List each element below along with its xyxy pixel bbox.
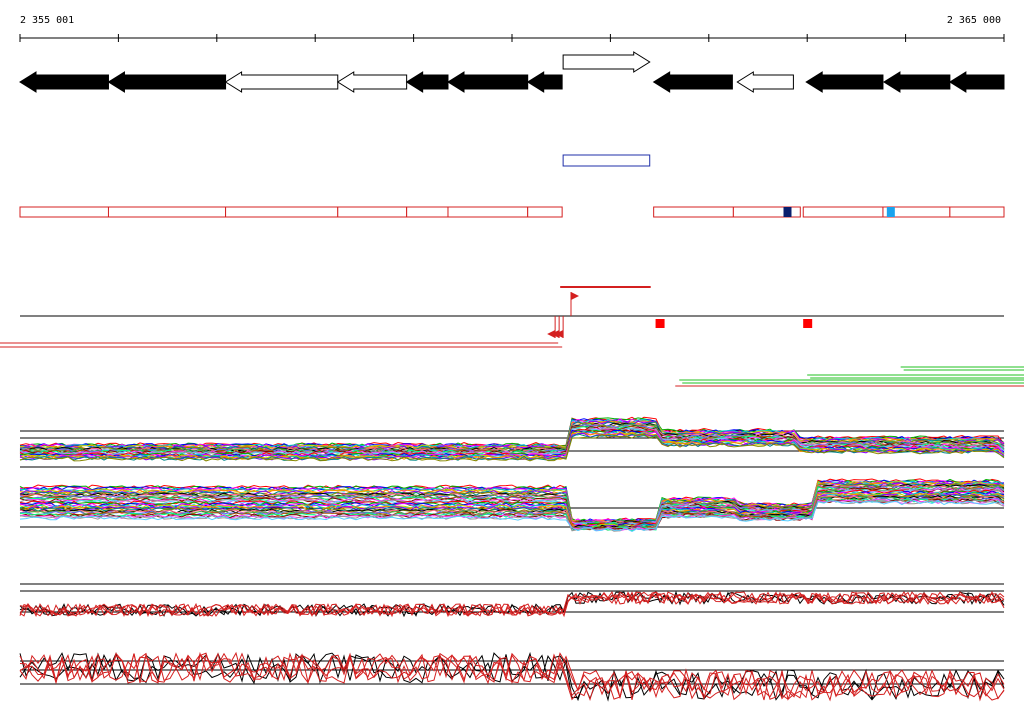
gene-arrow-qcrB — [882, 71, 951, 93]
expression-series-line — [19, 495, 1005, 530]
expression-series-line — [19, 484, 1005, 526]
expression-series-line — [19, 433, 1005, 462]
gene-arrow-ypjD — [526, 71, 563, 93]
feature-d-marker — [655, 319, 665, 328]
signal-series-line — [19, 651, 1005, 701]
signal-series-line — [19, 652, 1005, 702]
ruler-end-label: 2 365 000 — [947, 15, 1001, 26]
operon-plus-box-ypjC — [562, 154, 651, 167]
expression-series-line — [19, 433, 1005, 461]
operon-marker — [886, 207, 895, 217]
gene-arrow-mgsA — [405, 71, 449, 93]
expression-series-line — [19, 490, 1005, 528]
operon-minus-box-cca — [107, 206, 227, 218]
operon-marker — [783, 207, 792, 217]
operon-minus-box-ypjA — [732, 206, 801, 218]
operon-minus-box-ypjD — [527, 206, 563, 218]
gene-arrow-dapB — [447, 71, 529, 93]
expression-series-line — [19, 487, 1005, 527]
expression-series-line — [19, 500, 1005, 532]
signal-series-line — [19, 590, 1005, 618]
signal-series-line — [19, 591, 1005, 618]
operon-minus-box-qcrC — [802, 206, 884, 218]
gene-arrow-qcrC — [805, 71, 884, 93]
gene-arrow-ypjB — [652, 71, 733, 93]
feature-d-marker — [803, 319, 813, 328]
operon-minus-box-qcrA — [949, 206, 1005, 218]
signal-track-plus — [19, 583, 1005, 618]
gene-arrow-birA — [19, 71, 109, 93]
signal-track-minus — [19, 651, 1005, 702]
expression-series-line — [19, 498, 1005, 531]
operon-minus-track — [19, 206, 1005, 218]
expression-track-multi-bottom — [19, 466, 1005, 532]
gene-arrow-cca — [107, 71, 227, 93]
operon-minus-box-ypjB — [653, 206, 734, 218]
signal-series-line — [19, 651, 1005, 701]
feature-plus-flag — [570, 292, 579, 300]
gene-track — [19, 51, 1005, 93]
gene-arrow-qcrA — [948, 71, 1005, 93]
operon-minus-box-birA — [19, 206, 109, 218]
signal-series-line — [19, 590, 1005, 618]
coordinate-ruler: 2 355 001 2 365 000 — [19, 15, 1005, 42]
operon-plus-track — [562, 154, 651, 167]
signal-series-line — [19, 590, 1005, 618]
signal-series-line — [19, 652, 1005, 702]
gene-arrow-ypjC — [562, 51, 651, 73]
ruler-ticks — [19, 34, 1005, 42]
operon-minus-box-ypjG — [337, 206, 408, 218]
ruler-start-label: 2 355 001 — [20, 15, 74, 26]
feature-minus-flag — [547, 330, 556, 338]
feature-track — [20, 292, 1004, 338]
expression-track-multi-top — [19, 416, 1005, 462]
gene-arrow-ypjH — [224, 71, 339, 93]
gene-arrow-ypjA — [736, 71, 794, 93]
operon-minus-box-ypjH — [225, 206, 339, 218]
expression-series-line — [19, 478, 1005, 523]
reads-track — [0, 286, 1024, 387]
signal-series-line — [19, 591, 1005, 618]
operon-minus-box-dapB — [447, 206, 529, 218]
operon-minus-box-mgsA — [406, 206, 449, 218]
expression-series-line — [19, 421, 1005, 452]
gene-arrow-ypjG — [336, 71, 408, 93]
